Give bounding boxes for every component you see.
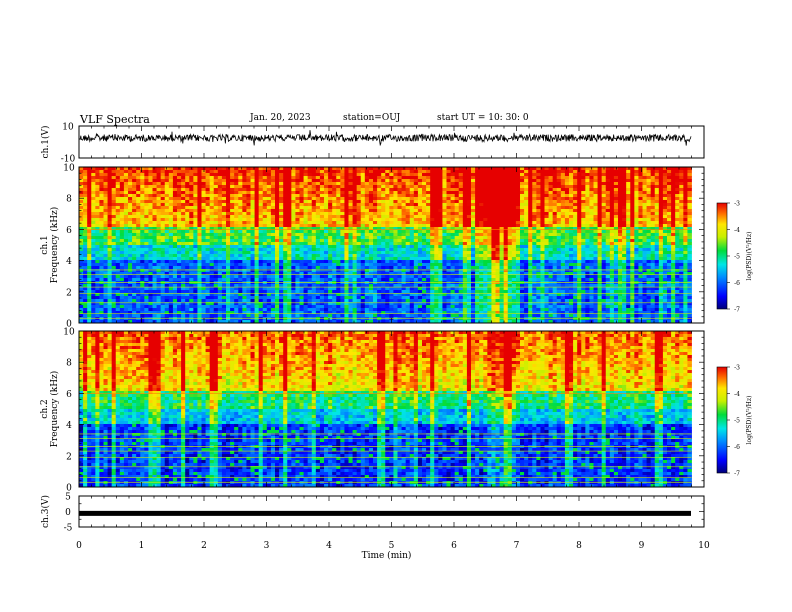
- colorbar-label: log(PSD)(V²/Hz): [746, 396, 753, 445]
- x-tick-label: 4: [326, 541, 332, 551]
- colorbar: [716, 202, 728, 310]
- y-axis-label: ch.2: [40, 399, 50, 418]
- start-time-label: start UT = 10: 30: 0: [437, 113, 529, 123]
- y-tick-label: 10: [63, 328, 75, 338]
- y-axis-label: ch.3(V): [40, 495, 51, 528]
- colorbar-tick-label: -3: [734, 365, 740, 372]
- x-axis-label: Time (min): [362, 550, 412, 561]
- y-axis-label: Frequency (kHz): [49, 207, 60, 284]
- y-tick-label: 5: [65, 493, 71, 503]
- x-tick-label: 8: [576, 541, 582, 551]
- colorbar-tick-label: -5: [734, 418, 740, 425]
- station-label: station=OUJ: [343, 113, 401, 123]
- colorbar-tick-label: -5: [734, 254, 740, 261]
- y-tick-label: 0: [66, 484, 72, 494]
- y-tick-label: 4: [66, 257, 72, 267]
- colorbar-tick-label: -4: [734, 391, 740, 398]
- y-axis-label: ch.1: [40, 235, 50, 254]
- colorbar-tick-label: -7: [734, 471, 740, 478]
- colorbar-tick-label: -6: [734, 444, 740, 451]
- colorbar-tick-label: -6: [734, 280, 740, 287]
- x-tick-label: 10: [698, 541, 710, 551]
- x-tick-label: 3: [264, 541, 270, 551]
- x-tick-label: 2: [201, 541, 207, 551]
- y-tick-label: -10: [61, 155, 76, 165]
- y-tick-label: 6: [66, 226, 72, 236]
- colorbar-tick-label: -7: [734, 307, 740, 314]
- colorbar-tick-label: -3: [734, 201, 740, 208]
- date-label: Jan. 20, 2023: [250, 113, 311, 123]
- x-tick-label: 9: [639, 541, 645, 551]
- y-tick-label: -5: [64, 524, 73, 534]
- x-tick-label: 5: [389, 541, 395, 551]
- y-tick-label: 8: [66, 195, 72, 205]
- panel-frame: [78, 125, 705, 159]
- y-tick-label: 10: [63, 164, 75, 174]
- y-axis-label: Frequency (kHz): [49, 371, 60, 448]
- y-tick-label: 2: [66, 452, 72, 462]
- y-tick-label: 10: [62, 123, 74, 133]
- figure-title: VLF Spectra: [80, 113, 150, 126]
- colorbar-label: log(PSD)(V²/Hz): [746, 232, 753, 281]
- x-tick-label: 0: [76, 541, 82, 551]
- y-tick-label: 6: [66, 390, 72, 400]
- x-tick-label: 1: [139, 541, 145, 551]
- x-tick-label: 7: [514, 541, 520, 551]
- y-tick-label: 8: [66, 359, 72, 369]
- x-tick-label: 6: [451, 541, 457, 551]
- y-tick-label: 4: [66, 421, 72, 431]
- colorbar: [716, 366, 728, 474]
- spectrogram-image: [79, 331, 692, 488]
- colorbar-tick-label: -4: [734, 227, 740, 234]
- y-tick-label: 0: [65, 508, 71, 518]
- panel-frame: [78, 166, 705, 324]
- waveform-trace: [78, 130, 692, 147]
- spectrogram-image: [79, 167, 692, 324]
- panel-frame: [78, 330, 705, 488]
- y-axis-label: ch.1(V): [40, 126, 51, 159]
- y-tick-label: 0: [66, 320, 72, 330]
- y-tick-label: 2: [66, 288, 72, 298]
